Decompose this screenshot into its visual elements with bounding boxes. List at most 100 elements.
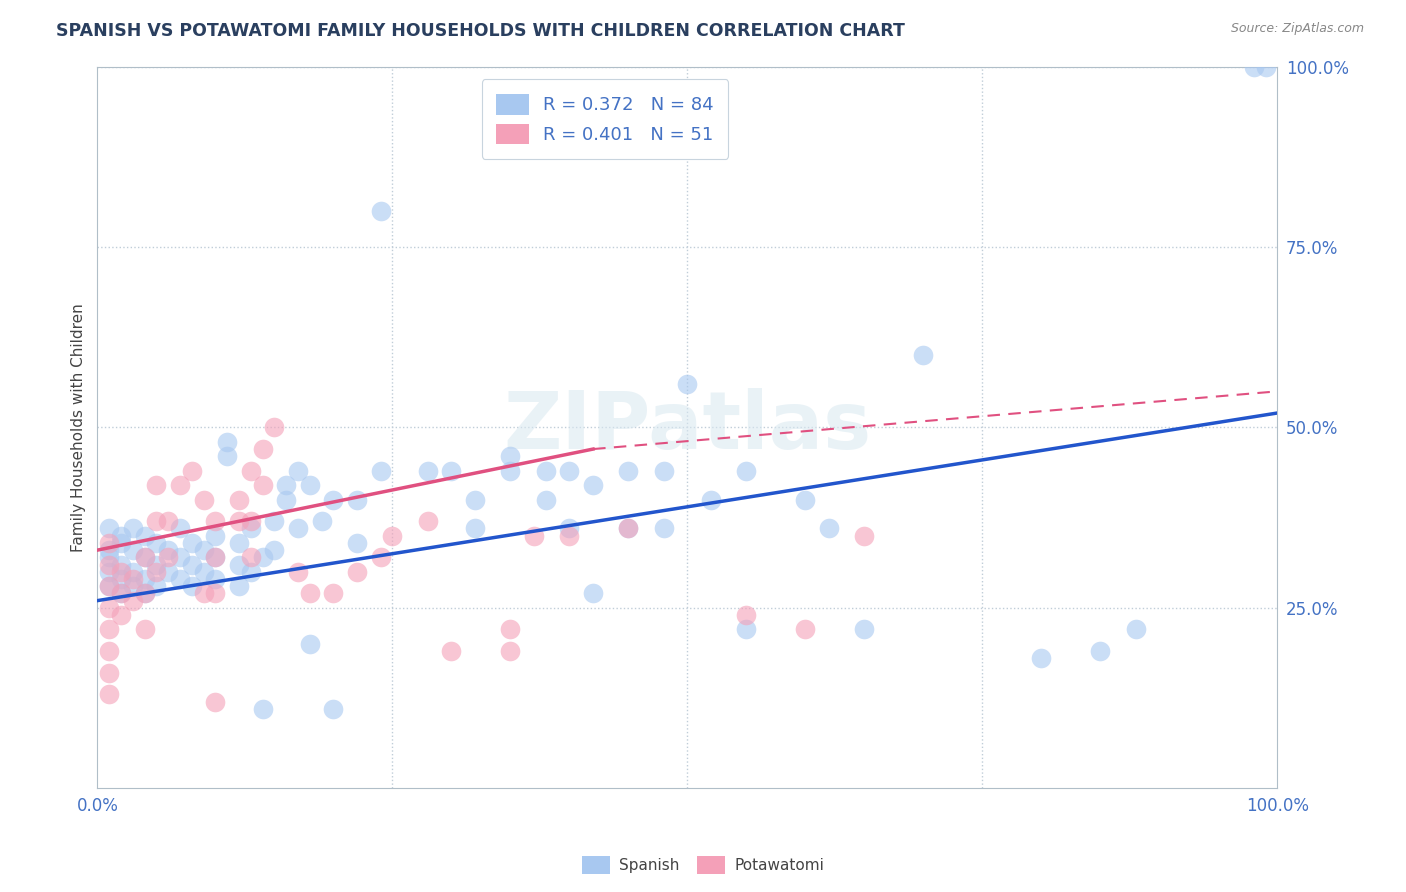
Point	[98, 623, 121, 637]
Point	[145, 579, 167, 593]
Point	[1125, 623, 1147, 637]
Point	[252, 478, 274, 492]
Point	[98, 579, 121, 593]
Point	[322, 702, 344, 716]
Point	[122, 593, 145, 607]
Legend: R = 0.372   N = 84, R = 0.401   N = 51: R = 0.372 N = 84, R = 0.401 N = 51	[482, 79, 728, 159]
Point	[217, 450, 239, 464]
Point	[110, 572, 132, 586]
Text: Source: ZipAtlas.com: Source: ZipAtlas.com	[1230, 22, 1364, 36]
Point	[794, 623, 817, 637]
Point	[204, 550, 226, 565]
Point	[735, 608, 758, 623]
Point	[169, 550, 191, 565]
Point	[912, 348, 935, 362]
Point	[440, 464, 463, 478]
Point	[193, 543, 215, 558]
Point	[98, 543, 121, 558]
Point	[180, 464, 202, 478]
Point	[122, 572, 145, 586]
Point	[180, 536, 202, 550]
Point	[346, 565, 368, 579]
Point	[122, 565, 145, 579]
Point	[322, 492, 344, 507]
Point	[676, 377, 699, 392]
Point	[180, 579, 202, 593]
Point	[276, 492, 298, 507]
Point	[145, 536, 167, 550]
Point	[1031, 651, 1053, 665]
Point	[228, 536, 250, 550]
Point	[287, 521, 309, 535]
Point	[204, 550, 226, 565]
Point	[818, 521, 841, 535]
Point	[287, 464, 309, 478]
Point	[735, 464, 758, 478]
Point	[134, 623, 156, 637]
Point	[582, 478, 605, 492]
Point	[98, 521, 121, 535]
Point	[98, 565, 121, 579]
Point	[157, 550, 180, 565]
Point	[464, 492, 486, 507]
Point	[370, 464, 392, 478]
Point	[134, 550, 156, 565]
Point	[193, 492, 215, 507]
Point	[263, 420, 285, 434]
Point	[122, 543, 145, 558]
Point	[145, 558, 167, 572]
Point	[239, 514, 262, 528]
Point	[134, 550, 156, 565]
Point	[735, 623, 758, 637]
Point	[582, 586, 605, 600]
Point	[617, 521, 640, 535]
Point	[239, 464, 262, 478]
Point	[110, 536, 132, 550]
Text: SPANISH VS POTAWATOMI FAMILY HOUSEHOLDS WITH CHILDREN CORRELATION CHART: SPANISH VS POTAWATOMI FAMILY HOUSEHOLDS …	[56, 22, 905, 40]
Point	[169, 478, 191, 492]
Point	[134, 529, 156, 543]
Point	[193, 586, 215, 600]
Point	[239, 550, 262, 565]
Point	[499, 623, 522, 637]
Point	[110, 608, 132, 623]
Point	[853, 529, 876, 543]
Point	[110, 565, 132, 579]
Point	[534, 464, 557, 478]
Point	[523, 529, 546, 543]
Point	[239, 521, 262, 535]
Point	[228, 558, 250, 572]
Point	[169, 572, 191, 586]
Point	[370, 203, 392, 218]
Point	[346, 492, 368, 507]
Point	[370, 550, 392, 565]
Point	[169, 521, 191, 535]
Point	[499, 450, 522, 464]
Point	[98, 536, 121, 550]
Point	[193, 565, 215, 579]
Point	[122, 521, 145, 535]
Point	[617, 464, 640, 478]
Point	[98, 665, 121, 680]
Point	[794, 492, 817, 507]
Y-axis label: Family Households with Children: Family Households with Children	[72, 303, 86, 552]
Point	[416, 464, 439, 478]
Point	[853, 623, 876, 637]
Point	[204, 529, 226, 543]
Point	[252, 550, 274, 565]
Point	[276, 478, 298, 492]
Legend: Spanish, Potawatomi: Spanish, Potawatomi	[576, 850, 830, 880]
Point	[534, 492, 557, 507]
Point	[110, 529, 132, 543]
Point	[381, 529, 404, 543]
Point	[228, 579, 250, 593]
Point	[298, 478, 321, 492]
Point	[416, 514, 439, 528]
Point	[98, 644, 121, 658]
Point	[180, 558, 202, 572]
Point	[157, 514, 180, 528]
Point	[322, 586, 344, 600]
Point	[652, 464, 675, 478]
Point	[252, 702, 274, 716]
Point	[134, 572, 156, 586]
